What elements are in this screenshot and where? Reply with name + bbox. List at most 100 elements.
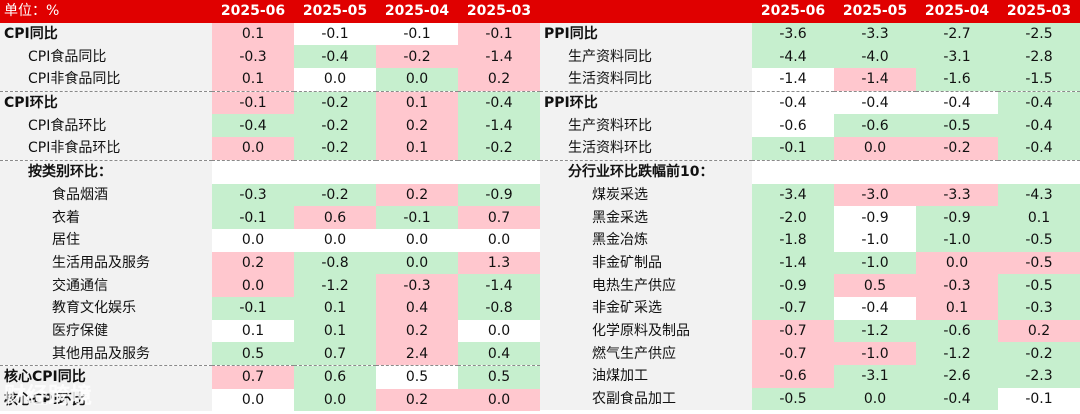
value-cell: 0.1 — [212, 68, 294, 92]
value-cell: -2.6 — [916, 365, 998, 388]
value-cell: 0.7 — [294, 342, 376, 366]
period-header: 2025-05 — [834, 0, 916, 23]
row-label: 非金矿制品 — [540, 251, 752, 275]
value-cell: -1.4 — [752, 251, 834, 275]
value-cell: 0.6 — [294, 364, 376, 389]
value-cell: -0.2 — [294, 90, 376, 115]
value-cell: -0.9 — [752, 274, 834, 297]
row-label: 教育文化娱乐 — [0, 296, 212, 320]
unit-label: 单位：% — [0, 0, 212, 23]
table-row: CPI非食品环比 0.0 -0.2 0.1 -0.2 — [0, 137, 540, 161]
value-cell: -0.2 — [998, 342, 1080, 365]
value-cell: -1.0 — [834, 228, 916, 252]
value-cell: -4.0 — [834, 45, 916, 69]
value-cell: 0.4 — [458, 342, 540, 366]
value-cell: -0.3 — [212, 45, 294, 69]
row-label: 农副食品加工 — [540, 387, 752, 411]
value-cell: -0.4 — [998, 90, 1080, 115]
table-row: 生产资料同比 -4.4 -4.0 -3.1 -2.8 — [540, 45, 1080, 69]
table-row: 生产资料环比 -0.6 -0.6 -0.5 -0.4 — [540, 114, 1080, 138]
value-cell: -0.4 — [458, 90, 540, 115]
value-cell: -0.7 — [752, 342, 834, 365]
value-cell: 0.0 — [376, 68, 458, 92]
value-cell: 0.1 — [916, 296, 998, 320]
value-cell: -3.0 — [834, 183, 916, 207]
row-label: 生活用品及服务 — [0, 251, 212, 275]
value-cell: -0.1 — [376, 22, 458, 46]
value-cell: -1.4 — [752, 68, 834, 92]
value-cell: -1.4 — [458, 114, 540, 138]
row-label: PPI同比 — [540, 22, 752, 46]
value-cell: 0.0 — [458, 228, 540, 252]
table-row: 分行业环比跌幅前10： — [540, 159, 1080, 184]
value-cell — [834, 159, 916, 184]
row-label: 生活资料环比 — [540, 137, 752, 161]
row-label: 化学原料及制品 — [540, 319, 752, 343]
value-cell: 0.0 — [834, 387, 916, 411]
period-header: 2025-03 — [998, 0, 1080, 23]
row-label: CPI食品环比 — [0, 114, 212, 138]
table-row: CPI环比 -0.1 -0.2 0.1 -0.4 — [0, 90, 540, 115]
value-cell: -0.3 — [998, 296, 1080, 320]
value-cell: -0.1 — [212, 206, 294, 229]
value-cell: -2.7 — [916, 22, 998, 46]
value-cell: -3.1 — [834, 365, 916, 388]
value-cell: 0.2 — [212, 251, 294, 275]
value-cell: -0.4 — [294, 45, 376, 69]
row-label: 其他用品及服务 — [0, 342, 212, 366]
value-cell: 0.5 — [212, 342, 294, 366]
row-label: 居住 — [0, 228, 212, 252]
row-label: 黑金冶炼 — [540, 228, 752, 252]
value-cell: -0.6 — [752, 365, 834, 388]
table-row: CPI非食品同比 0.1 0.0 0.0 0.2 — [0, 68, 540, 92]
value-cell: 0.0 — [212, 137, 294, 161]
value-cell: -1.2 — [916, 342, 998, 365]
value-cell: 0.6 — [294, 206, 376, 229]
value-cell: 0.5 — [834, 274, 916, 297]
row-label: 生产资料同比 — [540, 45, 752, 69]
value-cell: -0.1 — [212, 296, 294, 320]
row-label: 燃气生产供应 — [540, 342, 752, 365]
value-cell: -1.0 — [834, 251, 916, 275]
value-cell: -3.3 — [834, 22, 916, 46]
value-cell: -0.1 — [752, 137, 834, 161]
value-cell: -0.2 — [294, 137, 376, 161]
value-cell: -1.4 — [458, 45, 540, 69]
value-cell: -0.1 — [998, 387, 1080, 411]
table-row: CPI同比 0.1 -0.1 -0.1 -0.1 — [0, 22, 540, 46]
value-cell: -4.3 — [998, 183, 1080, 207]
table-row: CPI食品环比 -0.4 -0.2 0.2 -1.4 — [0, 114, 540, 138]
value-cell: 0.0 — [294, 228, 376, 252]
value-cell: 0.2 — [376, 388, 458, 412]
value-cell: -0.3 — [212, 183, 294, 207]
value-cell: 0.2 — [376, 114, 458, 138]
row-label: CPI非食品环比 — [0, 137, 212, 161]
value-cell: -0.1 — [458, 22, 540, 46]
table-row: 油煤加工 -0.6 -3.1 -2.6 -2.3 — [540, 365, 1080, 388]
value-cell — [376, 159, 458, 184]
value-cell: -0.4 — [998, 137, 1080, 161]
row-label: PPI环比 — [540, 90, 752, 115]
row-label: 交通通信 — [0, 274, 212, 297]
value-cell — [916, 159, 998, 184]
table-row: 衣着 -0.1 0.6 -0.1 0.7 — [0, 206, 540, 229]
row-label: 医疗保健 — [0, 319, 212, 343]
value-cell: -2.3 — [998, 365, 1080, 388]
value-cell: -1.0 — [916, 228, 998, 252]
value-cell: -0.4 — [834, 90, 916, 115]
value-cell: 0.0 — [916, 251, 998, 275]
value-cell: 0.0 — [212, 228, 294, 252]
value-cell: -3.6 — [752, 22, 834, 46]
value-cell: -0.4 — [916, 387, 998, 411]
row-label: 生产资料环比 — [540, 114, 752, 138]
value-cell: -0.3 — [916, 274, 998, 297]
value-cell: 0.1 — [376, 137, 458, 161]
table-row: 居住 0.0 0.0 0.0 0.0 — [0, 228, 540, 252]
value-cell: -0.2 — [294, 114, 376, 138]
value-cell: -1.6 — [916, 68, 998, 92]
value-cell: 0.7 — [458, 206, 540, 229]
value-cell: 0.7 — [212, 364, 294, 389]
row-label: 核心CPI环比 — [0, 388, 212, 412]
value-cell: 0.0 — [212, 388, 294, 412]
value-cell: -0.5 — [998, 274, 1080, 297]
